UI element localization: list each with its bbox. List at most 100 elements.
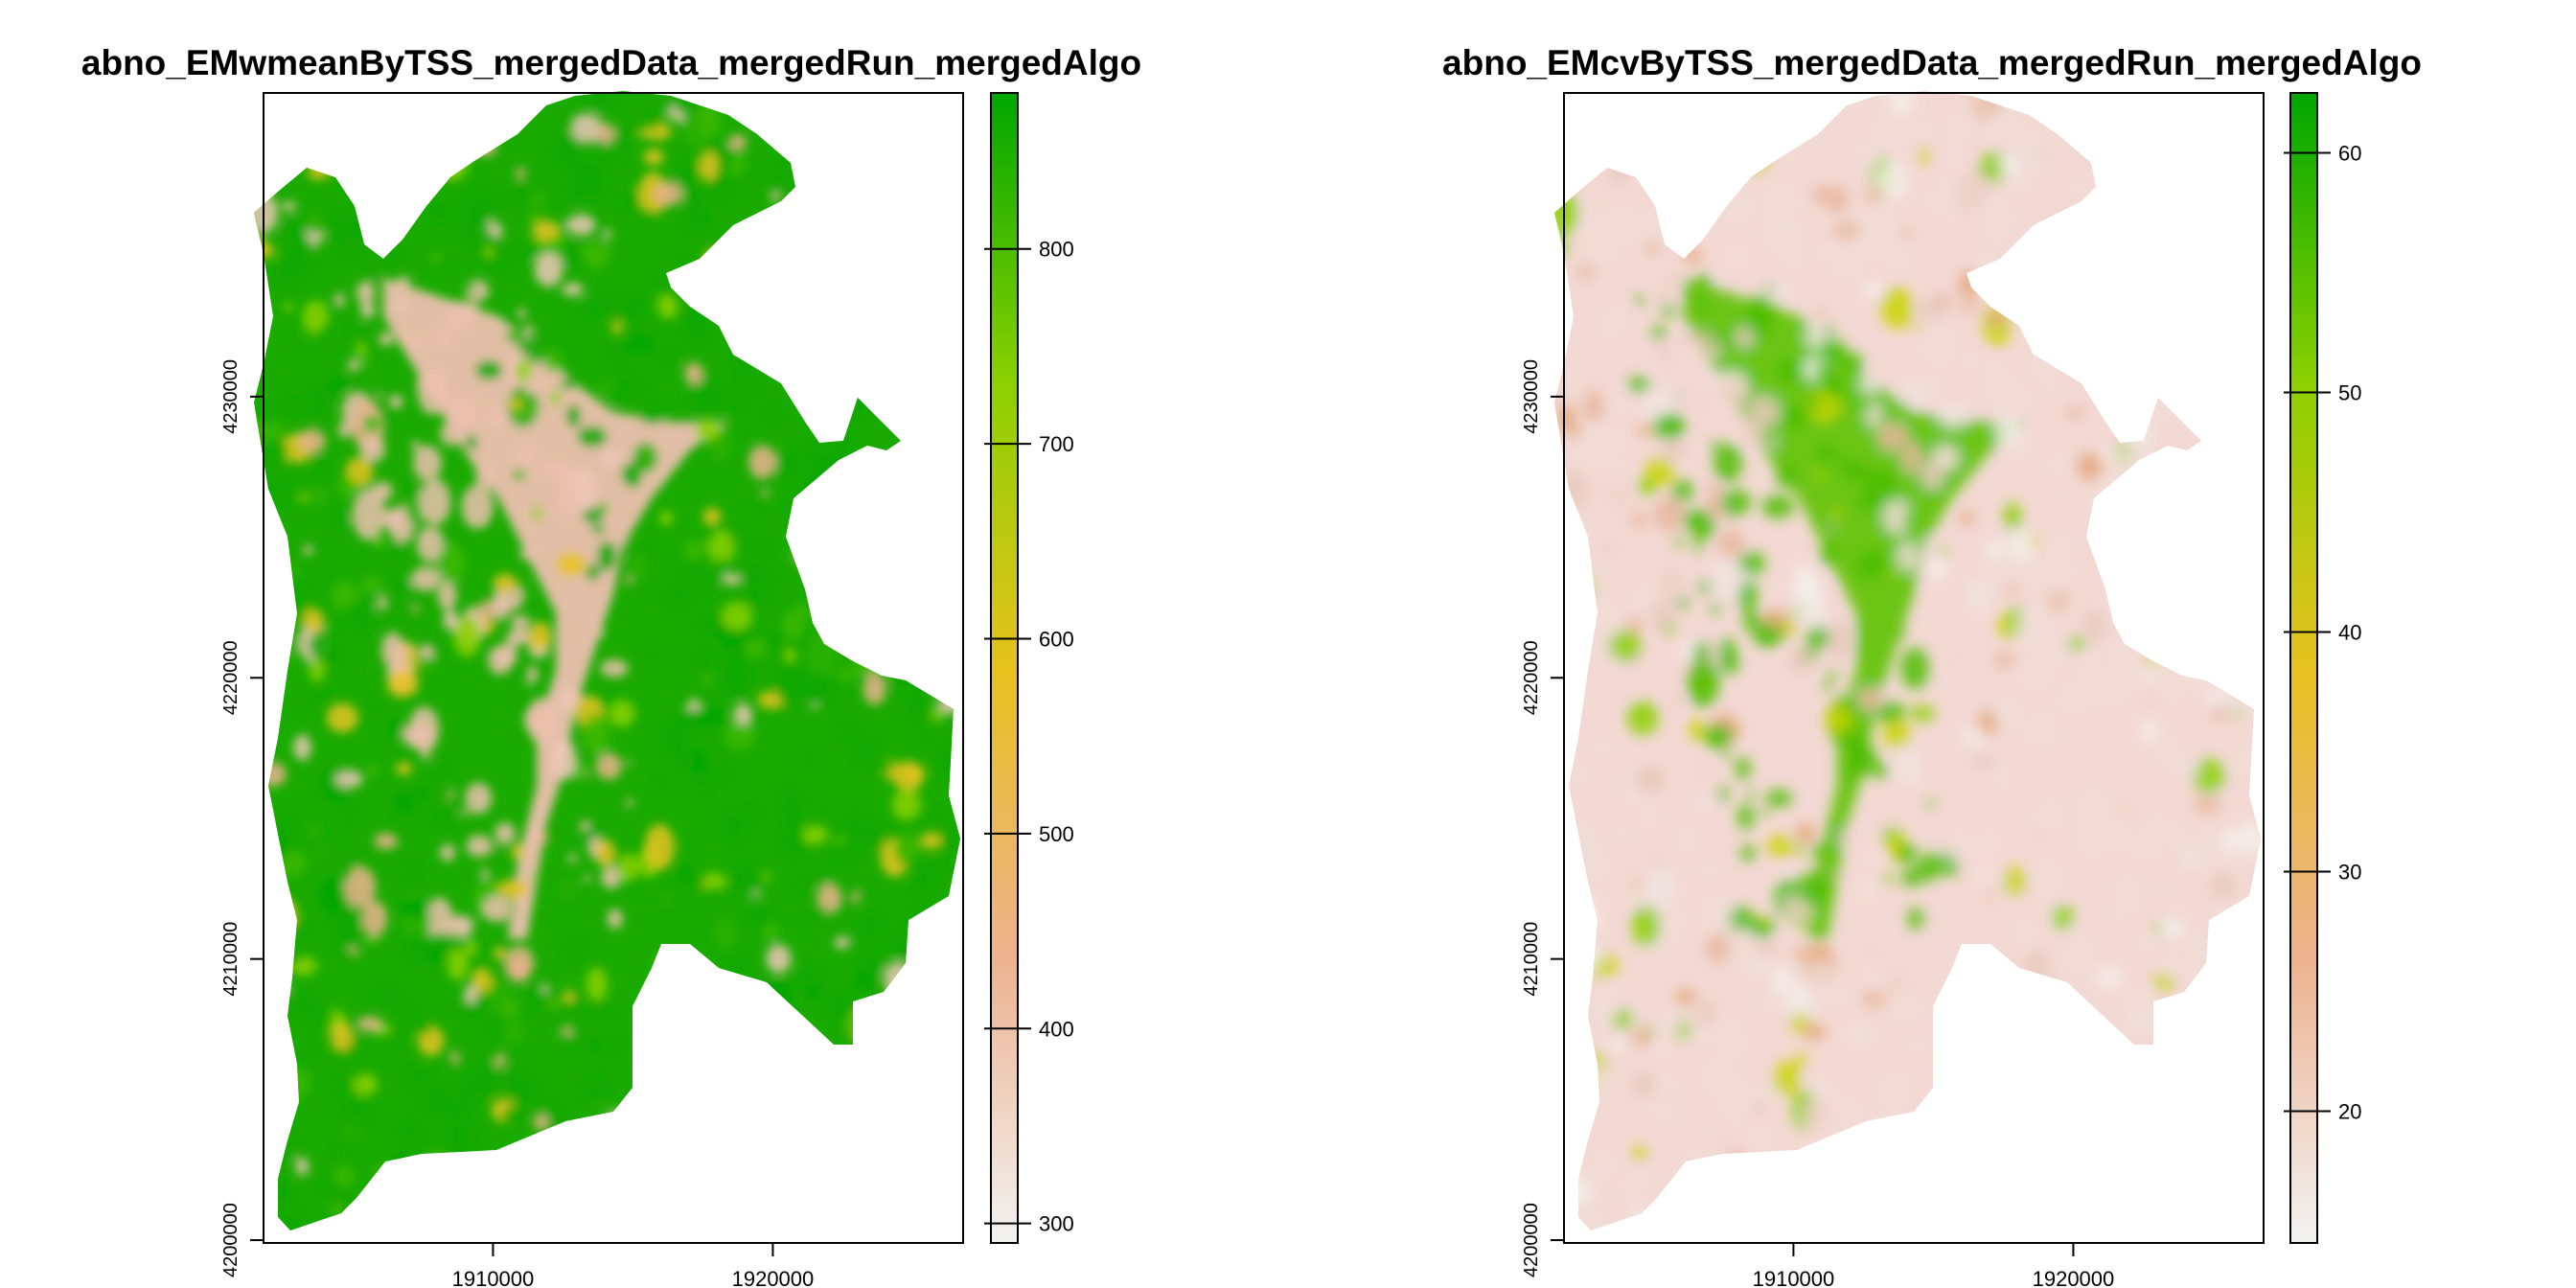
right-raster-patch	[1740, 844, 1756, 862]
left-raster-patch	[428, 948, 443, 966]
right-raster-patch	[1823, 679, 1833, 690]
left-x-tick-label: 1910000	[452, 1267, 535, 1288]
right-raster-patch	[2234, 609, 2261, 629]
right-raster-patch	[1816, 170, 1827, 177]
left-raster-patch	[721, 1196, 743, 1223]
right-raster-patch	[2090, 1015, 2103, 1028]
left-raster-patch	[573, 1124, 606, 1147]
left-raster-patch	[557, 688, 581, 711]
left-raster-patch	[512, 184, 531, 205]
left-raster-patch	[264, 829, 295, 858]
right-raster-patch	[1750, 1050, 1760, 1064]
right-raster-patch	[2123, 233, 2132, 242]
left-raster-patch	[938, 741, 960, 777]
right-raster-patch	[1851, 391, 1861, 405]
right-raster-patch	[1647, 1127, 1658, 1139]
left-raster-patch	[596, 1209, 609, 1220]
left-raster-patch	[702, 1166, 714, 1184]
right-raster-patch	[1916, 299, 1945, 320]
left-raster-patch	[802, 590, 825, 612]
right-raster-patch	[2207, 688, 2220, 705]
left-raster-patch	[360, 359, 368, 367]
right-raster-patch	[1668, 692, 1684, 712]
right-raster-patch	[1871, 118, 1903, 139]
right-raster-patch	[1797, 871, 1829, 907]
left-raster-patch	[305, 385, 333, 420]
right-raster-patch	[1735, 757, 1751, 780]
left-raster-patch	[320, 209, 343, 228]
left-raster-patch	[269, 553, 279, 564]
right-raster-patch	[2204, 551, 2223, 572]
right-raster-patch	[1781, 870, 1789, 877]
right-raster-patch	[1793, 564, 1818, 603]
right-raster-patch	[1740, 421, 1762, 447]
left-raster-patch	[792, 292, 801, 301]
right-raster-patch	[1724, 196, 1756, 223]
left-raster-patch	[860, 1112, 892, 1161]
left-y-tick-label: 4220000	[220, 640, 242, 715]
left-raster-patch	[686, 114, 695, 122]
right-raster-patch	[1554, 1026, 1570, 1047]
right-raster-patch	[1689, 394, 1704, 410]
left-raster-patch	[461, 484, 494, 529]
left-raster-patch	[374, 536, 383, 546]
right-raster-patch	[1711, 602, 1721, 615]
left-raster-patch	[816, 883, 842, 914]
right-raster-patch	[1668, 765, 1676, 776]
left-raster-patch	[782, 1115, 791, 1126]
right-raster-patch	[1860, 373, 1878, 396]
left-raster-patch	[265, 897, 298, 931]
left-raster-patch	[273, 174, 284, 185]
left-raster-patch	[317, 847, 325, 860]
right-y-axis: 4200000 4210000 4220000 4230000	[1521, 359, 1564, 1277]
right-raster-patch	[1925, 758, 1933, 768]
right-raster-patch	[1779, 602, 1795, 617]
left-raster-patch	[612, 344, 628, 363]
left-raster-patch	[867, 821, 887, 852]
right-raster-patch	[2135, 1140, 2144, 1152]
right-raster-patch	[1955, 106, 1966, 119]
right-raster-patch	[2180, 1073, 2194, 1086]
right-raster-patch	[2008, 173, 2032, 195]
left-raster-patch	[538, 460, 558, 476]
right-raster-patch	[2117, 376, 2150, 415]
left-y-tick-label: 4210000	[220, 922, 242, 997]
left-raster-patch	[517, 308, 527, 319]
left-raster-patch	[537, 832, 549, 844]
right-raster-patch	[2236, 677, 2246, 688]
left-raster-patch	[516, 442, 537, 467]
right-raster-patch	[2075, 335, 2087, 344]
left-raster-patch	[654, 182, 683, 206]
right-raster-patch	[1880, 287, 1914, 330]
left-legend: 300 400 500 600 700 800	[984, 92, 1074, 1244]
right-raster-patch	[2038, 987, 2061, 1014]
right-legend-tick-label: 50	[2338, 381, 2361, 405]
left-raster-patch	[534, 252, 564, 288]
right-raster-patch	[2159, 1198, 2180, 1221]
left-raster-patch	[908, 150, 927, 167]
right-legend-tick-label: 20	[2338, 1100, 2361, 1124]
left-raster-patch	[648, 960, 668, 980]
left-raster-patch	[697, 992, 726, 1024]
left-raster-patch	[402, 1065, 432, 1088]
left-raster-patch	[527, 521, 535, 532]
left-raster-patch	[367, 696, 383, 709]
right-raster-patch	[1599, 494, 1609, 500]
left-raster-patch	[297, 917, 311, 933]
left-raster-patch	[745, 1016, 778, 1057]
right-raster-patch	[2066, 636, 2087, 651]
left-raster-patch	[456, 1077, 478, 1112]
right-raster-patch	[2012, 288, 2043, 329]
right-raster-patch	[1760, 809, 1770, 816]
left-raster-patch	[401, 1219, 431, 1230]
left-legend-tick-label: 700	[1039, 432, 1074, 456]
left-raster-patch	[525, 192, 548, 208]
left-raster-patch	[472, 1059, 500, 1098]
left-raster-patch	[794, 1017, 808, 1027]
left-raster-patch	[424, 196, 455, 223]
right-raster-patch	[2239, 692, 2261, 720]
right-raster-patch	[1868, 203, 1897, 246]
right-raster-patch	[1719, 490, 1752, 515]
right-raster-patch	[1708, 341, 1721, 359]
right-raster-patch	[2095, 966, 2123, 988]
